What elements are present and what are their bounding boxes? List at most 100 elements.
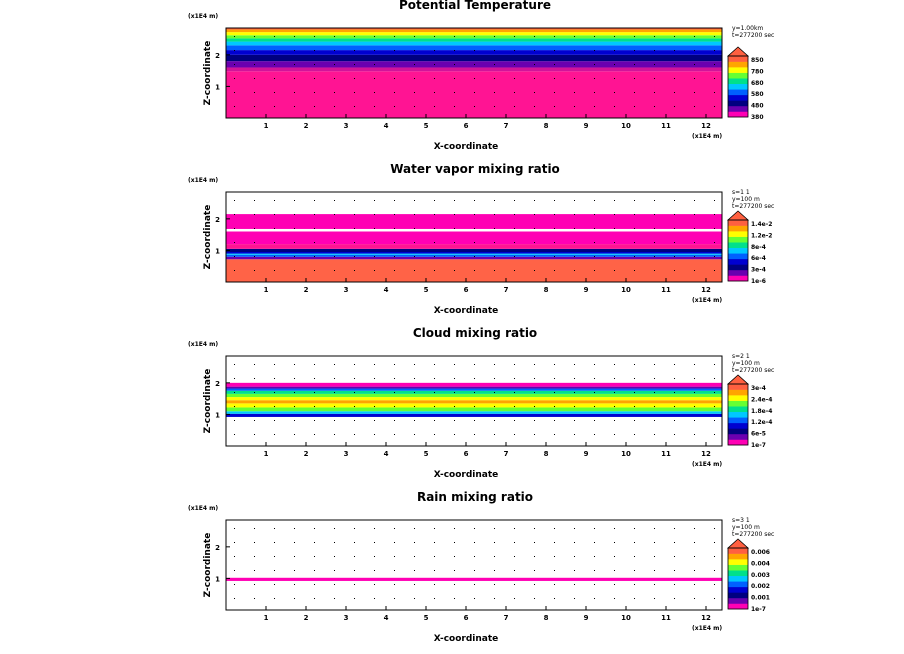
grid-dot: [654, 420, 655, 421]
grid-dot: [334, 78, 335, 79]
grid-dot: [474, 378, 475, 379]
grid-dot: [574, 406, 575, 407]
grid-dot: [714, 434, 715, 435]
contour-band-5: [226, 50, 722, 55]
grid-dot: [334, 406, 335, 407]
grid-dot: [394, 242, 395, 243]
grid-dot: [274, 78, 275, 79]
grid-dot: [594, 598, 595, 599]
x-tick-label: 3: [344, 122, 349, 130]
grid-dot: [254, 200, 255, 201]
grid-dot: [614, 556, 615, 557]
grid-dot: [554, 64, 555, 65]
grid-dot: [434, 570, 435, 571]
x-tick-label: 3: [344, 614, 349, 622]
grid-dot: [394, 584, 395, 585]
grid-dot: [314, 200, 315, 201]
x-axis-label: X-coordinate: [434, 142, 499, 152]
grid-dot: [514, 392, 515, 393]
x-axis-label: X-coordinate: [434, 306, 499, 316]
grid-dot: [554, 270, 555, 271]
grid-dot: [234, 570, 235, 571]
grid-dot: [234, 228, 235, 229]
colorbar-segment: [728, 439, 748, 446]
grid-dot: [414, 256, 415, 257]
grid-dot: [234, 434, 235, 435]
x-tick-label: 2: [304, 614, 309, 622]
grid-dot: [334, 556, 335, 557]
grid-dot: [434, 50, 435, 51]
grid-dot: [594, 584, 595, 585]
grid-dot: [274, 542, 275, 543]
grid-dot: [614, 378, 615, 379]
grid-dot: [254, 406, 255, 407]
colorbar-segment: [728, 406, 748, 413]
grid-dot: [654, 392, 655, 393]
grid-dot: [594, 228, 595, 229]
x-tick-label: 11: [661, 122, 671, 130]
grid-dot: [514, 36, 515, 37]
grid-dot: [274, 270, 275, 271]
grid-dot: [534, 92, 535, 93]
grid-dot: [394, 36, 395, 37]
colorbar-label: 1.2e-2: [751, 232, 772, 239]
chart-title: Potential Temperature: [399, 0, 551, 12]
grid-dot: [494, 364, 495, 365]
grid-dot: [534, 392, 535, 393]
grid-dot: [294, 270, 295, 271]
grid-dot: [374, 256, 375, 257]
x-tick-label: 6: [464, 286, 469, 294]
colorbar-label: 3e-4: [751, 267, 766, 274]
grid-dot: [394, 420, 395, 421]
grid-dot: [554, 528, 555, 529]
grid-dot: [554, 364, 555, 365]
grid-dot: [534, 78, 535, 79]
grid-dot: [294, 36, 295, 37]
grid-dot: [534, 242, 535, 243]
colorbar-segment: [728, 592, 748, 599]
grid-dot: [694, 36, 695, 37]
grid-dot: [254, 364, 255, 365]
grid-dot: [374, 364, 375, 365]
grid-dot: [594, 36, 595, 37]
grid-dot: [374, 598, 375, 599]
grid-dot: [474, 256, 475, 257]
grid-dot: [554, 36, 555, 37]
grid-dot: [514, 256, 515, 257]
grid-dot: [654, 584, 655, 585]
grid-dot: [694, 106, 695, 107]
grid-dot: [574, 200, 575, 201]
grid-dot: [634, 242, 635, 243]
grid-dot: [494, 36, 495, 37]
colorbar-segment: [728, 603, 748, 610]
grid-dot: [454, 528, 455, 529]
grid-dot: [414, 584, 415, 585]
colorbar-label: 380: [751, 114, 764, 121]
info-text: y=100 m: [732, 196, 760, 203]
grid-dot: [634, 584, 635, 585]
grid-dot: [234, 50, 235, 51]
grid-dot: [494, 242, 495, 243]
grid-dot: [294, 528, 295, 529]
grid-dot: [554, 434, 555, 435]
grid-dot: [294, 542, 295, 543]
grid-dot: [394, 256, 395, 257]
x-tick-label: 5: [424, 450, 429, 458]
grid-dot: [414, 200, 415, 201]
grid-dot: [594, 392, 595, 393]
grid-dot: [614, 200, 615, 201]
grid-dot: [234, 556, 235, 557]
grid-dot: [354, 106, 355, 107]
y-tick-label: 1: [215, 575, 220, 583]
grid-dot: [314, 420, 315, 421]
grid-dot: [594, 78, 595, 79]
grid-dot: [374, 92, 375, 93]
grid-dot: [274, 106, 275, 107]
colorbar-segment: [728, 417, 748, 424]
grid-dot: [574, 364, 575, 365]
x-tick-label: 5: [424, 286, 429, 294]
grid-dot: [494, 542, 495, 543]
grid-dot: [234, 64, 235, 65]
grid-dot: [314, 92, 315, 93]
grid-dot: [594, 92, 595, 93]
